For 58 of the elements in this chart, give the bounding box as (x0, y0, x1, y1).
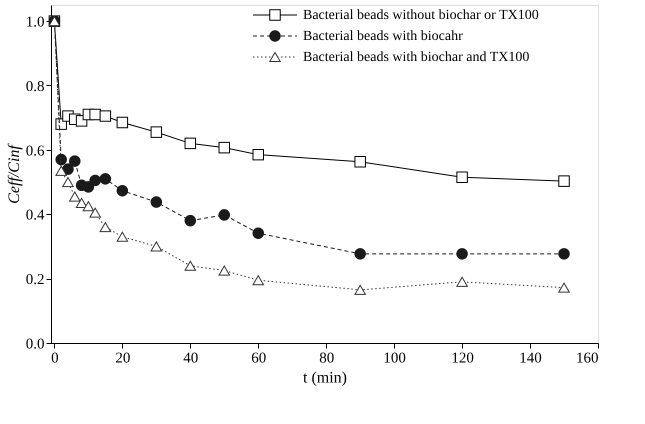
y-tick-label: 0.6 (26, 143, 45, 160)
point (558, 248, 570, 260)
point (69, 155, 81, 167)
point (116, 185, 128, 196)
point (82, 201, 94, 212)
point (218, 266, 230, 276)
x-tick-label: 80 (319, 350, 334, 366)
point (558, 175, 570, 187)
legend-label: Bacterial beads with biochar and TX100 (303, 50, 530, 65)
point (354, 248, 366, 260)
point (184, 138, 196, 150)
legend-label: Bacterial beads without biochar or TX100 (303, 8, 539, 23)
point (150, 126, 162, 138)
point (55, 166, 67, 176)
point (150, 241, 162, 252)
point (354, 156, 366, 168)
x-tick-label: 40 (183, 350, 198, 366)
point (252, 227, 264, 239)
point (218, 209, 230, 221)
point (184, 260, 196, 271)
point (55, 154, 67, 166)
point (89, 174, 101, 186)
x-tick-label: 120 (451, 350, 474, 366)
point (100, 110, 112, 122)
x-tick-label: 140 (519, 350, 542, 366)
x-tick-label: 100 (383, 350, 406, 366)
point (354, 284, 366, 295)
x-tick-label: 160 (576, 350, 598, 366)
x-tick-label: 20 (115, 350, 130, 366)
y-axis-title: Ceff/Cinf (6, 142, 23, 204)
point (456, 248, 468, 260)
point (150, 196, 162, 208)
point (456, 276, 468, 287)
point (100, 173, 112, 185)
point (252, 148, 264, 160)
point (62, 177, 74, 188)
point (82, 181, 94, 193)
x-axis-title: t (min) (303, 370, 347, 386)
point (116, 232, 128, 242)
y-tick-label: 0.4 (26, 208, 45, 224)
y-tick-label: 0.0 (26, 336, 44, 352)
point (116, 116, 128, 128)
point (69, 191, 81, 202)
y-tick-label: 1.0 (26, 14, 44, 31)
point (76, 198, 88, 208)
y-tick-label: 0.2 (26, 272, 44, 288)
point (100, 222, 112, 232)
point (218, 142, 230, 154)
point (558, 282, 570, 293)
point (252, 275, 264, 286)
point (89, 208, 101, 218)
point (456, 171, 468, 183)
y-tick-label: 0.8 (26, 78, 44, 95)
point (184, 214, 196, 226)
x-tick-label: 60 (251, 350, 266, 366)
x-tick-label: 0 (51, 350, 59, 366)
legend-label: Bacterial beads with biocahr (303, 29, 464, 44)
point (89, 108, 101, 120)
